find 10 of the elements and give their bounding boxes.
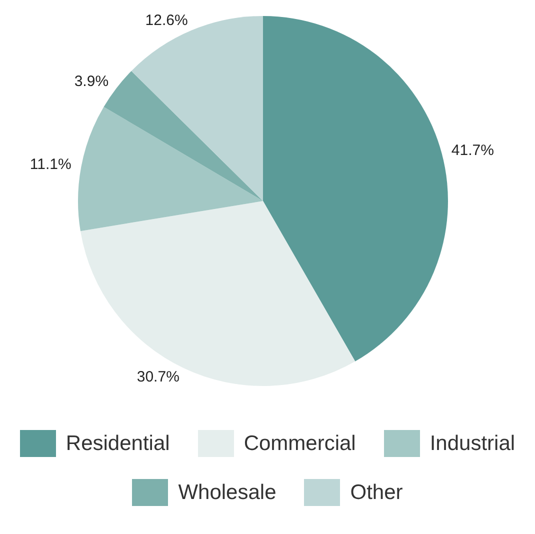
legend-label: Residential: [66, 432, 170, 456]
legend-label: Industrial: [430, 432, 516, 456]
data-label: 30.7%: [136, 368, 180, 386]
legend-label: Commercial: [244, 432, 356, 456]
legend-label: Wholesale: [178, 480, 276, 504]
data-label: 11.1%: [30, 156, 72, 174]
data-label: 3.9%: [74, 73, 109, 90]
legend-label: Other: [350, 480, 403, 504]
data-label: 12.6%: [145, 12, 188, 30]
data-label: 41.7%: [451, 142, 494, 159]
